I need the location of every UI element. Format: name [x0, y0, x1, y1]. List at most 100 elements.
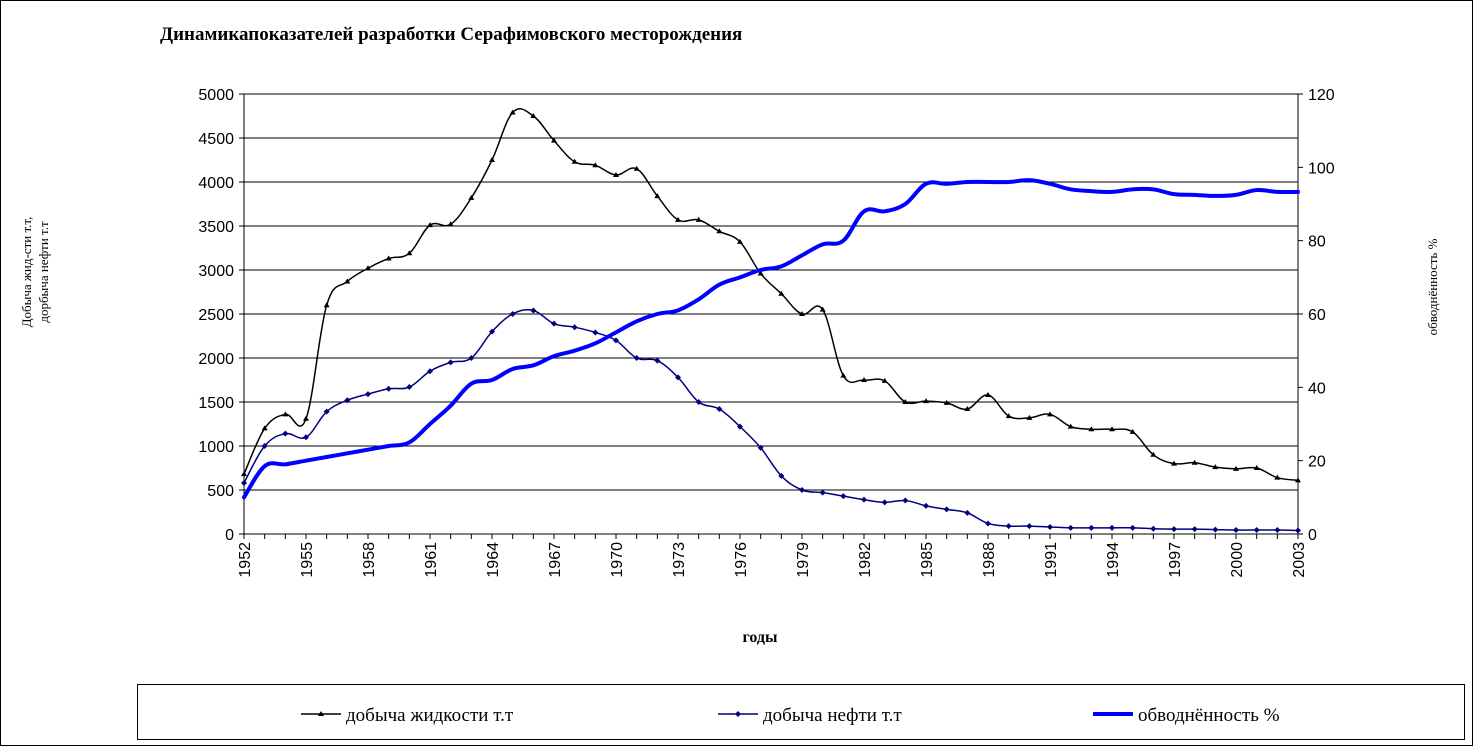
data-point-diamond [427, 368, 433, 375]
data-point-diamond [737, 423, 743, 430]
data-point-diamond [530, 307, 537, 314]
x-tick-label: 1997 [1167, 542, 1184, 578]
data-point-diamond [861, 496, 867, 503]
y-tick-label-left: 1500 [198, 395, 234, 412]
data-point-triangle [365, 265, 371, 271]
y-tick-label-left: 4500 [198, 131, 234, 148]
data-point-triangle [943, 399, 950, 405]
y-tick-label-left: 0 [225, 527, 234, 544]
legend-item-3: обводнённость % [1093, 705, 1280, 726]
data-point-diamond [1171, 526, 1177, 533]
x-tick-label: 2003 [1291, 542, 1308, 578]
data-point-diamond [1005, 523, 1012, 530]
data-point-diamond [964, 509, 971, 516]
y-tick-label-right: 40 [1308, 380, 1326, 397]
y-tick-label-left: 2000 [198, 351, 234, 368]
data-point-diamond [1109, 524, 1115, 531]
data-point-diamond [799, 487, 805, 493]
data-point-diamond [675, 374, 681, 381]
x-tick-label: 1979 [795, 542, 812, 578]
y-tick-label-right: 120 [1308, 87, 1335, 104]
data-point-triangle [1026, 414, 1033, 420]
legend-item-2: добыча нефти т.т [718, 705, 902, 726]
data-point-diamond [1088, 524, 1095, 531]
data-point-triangle [881, 377, 888, 383]
data-point-diamond [1233, 527, 1239, 534]
data-point-diamond [261, 443, 268, 449]
data-point-triangle [819, 306, 826, 312]
y-axis-left-label-line2: дорбыча нефти т.т [36, 221, 51, 323]
data-point-triangle [509, 109, 516, 115]
data-point-diamond [695, 399, 702, 405]
x-tick-label: 1982 [857, 542, 874, 578]
x-tick-label: 2000 [1229, 542, 1246, 578]
data-point-diamond [1295, 527, 1301, 534]
data-point-diamond [1150, 525, 1157, 532]
data-point-diamond [654, 357, 661, 364]
data-point-triangle [1109, 426, 1115, 432]
y-tick-label-left: 500 [207, 483, 234, 500]
x-tick-label: 1955 [299, 542, 316, 578]
data-point-triangle [1212, 464, 1219, 470]
y-tick-label-left: 1000 [198, 439, 234, 456]
data-point-diamond [406, 384, 413, 391]
data-point-triangle [1129, 428, 1136, 434]
data-point-triangle [716, 228, 723, 234]
data-point-triangle [303, 415, 309, 421]
data-point-diamond [881, 499, 888, 506]
data-point-diamond [735, 711, 741, 717]
data-point-triangle [964, 406, 971, 412]
data-point-triangle [385, 255, 392, 261]
data-point-triangle [902, 399, 909, 404]
data-point-diamond [303, 434, 309, 441]
data-point-triangle [489, 157, 495, 162]
y-tick-label-right: 80 [1308, 234, 1326, 251]
data-point-diamond [613, 337, 619, 344]
series-line [243, 309, 1299, 532]
data-point-diamond [778, 472, 785, 479]
chart-title: Динамикапоказателей разработки Серафимов… [160, 24, 742, 45]
x-tick-label: 1967 [547, 542, 564, 578]
gridlines [244, 93, 1298, 491]
data-point-diamond [571, 324, 578, 331]
series-1 [241, 108, 1301, 483]
data-point-triangle [923, 398, 929, 404]
x-tick-label: 1994 [1105, 542, 1122, 578]
legend-canvas: добыча жидкости т.т добыча нефти т.т обвод… [301, 705, 1280, 726]
x-tick-label: 1976 [733, 542, 750, 578]
data-point-diamond [1067, 524, 1074, 531]
y-tick-label-left: 3500 [198, 219, 234, 236]
data-point-triangle [613, 171, 619, 177]
x-tick-label: 1961 [423, 542, 440, 578]
data-point-diamond [716, 406, 723, 413]
data-point-triangle [571, 158, 578, 164]
legend-item-1: добыча жидкости т.т [301, 705, 514, 726]
data-point-diamond [323, 408, 330, 415]
series-line [242, 178, 1300, 500]
y-axis-left-label-line1: Добыча жид-сти т.т, [19, 217, 34, 328]
data-point-diamond [365, 391, 371, 398]
legend-label: добыча нефти т.т [763, 705, 902, 726]
data-point-triangle [695, 216, 702, 222]
data-point-triangle [318, 711, 324, 716]
data-point-triangle [1233, 465, 1239, 471]
data-point-triangle [241, 471, 247, 477]
tick-labels: 0500100015002000250030003500400045005000… [198, 87, 1334, 578]
x-tick-label: 1991 [1043, 542, 1060, 578]
y-tick-label-right: 100 [1308, 160, 1335, 177]
data-point-diamond [509, 311, 516, 317]
data-point-triangle [1047, 411, 1053, 417]
data-point-triangle [1005, 413, 1012, 419]
data-point-triangle [633, 165, 640, 171]
data-point-diamond [840, 493, 847, 500]
data-point-triangle [654, 193, 661, 199]
data-point-triangle [427, 222, 433, 228]
legend: добыча жидкости т.т добыча нефти т.т обвод… [137, 684, 1465, 740]
data-point-triangle [447, 221, 454, 227]
data-point-diamond [1212, 526, 1219, 533]
data-point-diamond [489, 328, 495, 335]
x-tick-label: 1958 [361, 542, 378, 578]
data-point-triangle [757, 270, 764, 276]
data-point-diamond [241, 479, 247, 486]
data-point-triangle [1150, 451, 1157, 457]
